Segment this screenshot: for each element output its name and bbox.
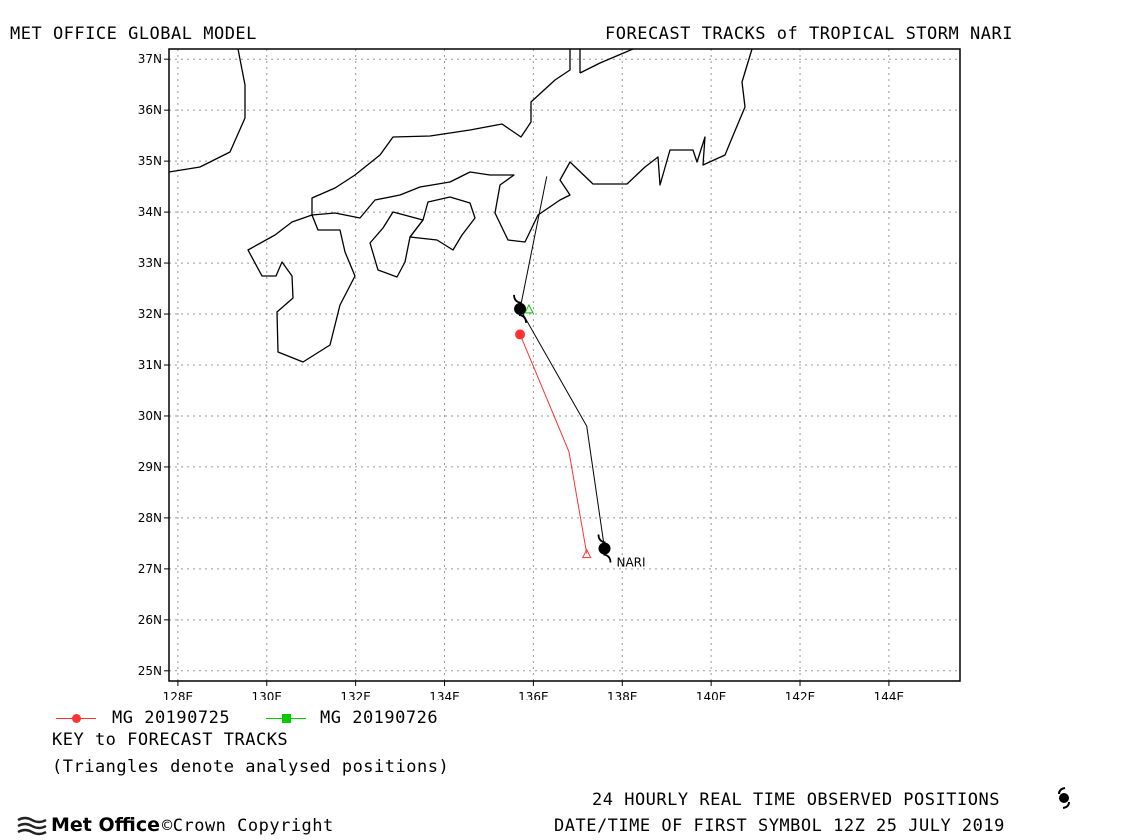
observed-track-line	[519, 176, 605, 549]
forecast-track-map: NARI 128E 130E 132E 134E 136E 138E 140E 142E 144…	[138, 48, 961, 700]
legend-label-mg-20190725: MG 20190725	[112, 708, 231, 728]
coastline-segment	[311, 48, 753, 243]
storm-symbols: NARI	[513, 294, 646, 569]
forecast-track-line	[519, 334, 588, 554]
legend-marker-mg-20190726	[282, 714, 291, 723]
analysed-position-triangle	[581, 548, 592, 559]
crown-copyright: ©Crown Copyright	[162, 816, 334, 836]
tick-label-lat: 31N	[138, 358, 162, 372]
model-title: MET OFFICE GLOBAL MODEL	[10, 24, 257, 44]
tick-label-lat: 30N	[138, 409, 162, 423]
met-office-logo-icon	[17, 816, 47, 836]
tick-label-lat: 27N	[138, 562, 162, 576]
tick-label-lon: 130E	[252, 690, 283, 700]
tick-label-lon: 128E	[163, 690, 194, 700]
axis-ticks: 128E 130E 132E 134E 136E 138E 140E 142E 144E 25N 2…	[138, 52, 904, 700]
tick-label-lon: 144E	[874, 690, 905, 700]
tick-label-lat: 26N	[138, 613, 162, 627]
tick-label-lat: 32N	[138, 307, 162, 321]
storm-symbol-arm	[597, 534, 606, 544]
tick-label-lon: 136E	[518, 690, 549, 700]
storm-symbol	[513, 294, 527, 323]
tick-label-lon: 140E	[696, 690, 727, 700]
tick-label-lat: 29N	[138, 460, 162, 474]
tick-label-lat: 28N	[138, 511, 162, 525]
coastline	[168, 48, 753, 363]
tick-label-lon: 134E	[429, 690, 460, 700]
first-symbol-datetime: DATE/TIME OF FIRST SYMBOL 12Z 25 JULY 20…	[554, 816, 1005, 836]
forecast-position-marker	[515, 329, 526, 340]
storm-symbol-arm	[518, 314, 527, 323]
legend-label-mg-20190726: MG 20190726	[320, 708, 439, 728]
coastline-segment	[409, 196, 476, 251]
storm-symbol-icon	[1058, 787, 1070, 809]
storm-symbol-core	[514, 302, 527, 315]
storm-symbol	[597, 534, 612, 563]
tick-label-lat: 37N	[138, 52, 162, 66]
map-grid	[169, 49, 960, 681]
met-office-brand: Met Office	[51, 814, 160, 836]
coastline-segment	[311, 49, 571, 215]
tick-label-lon: 142E	[785, 690, 816, 700]
storm-name-label: NARI	[616, 555, 645, 569]
coastline-segment	[369, 211, 424, 278]
legend-marker-mg-20190725	[72, 714, 81, 723]
chart-title: FORECAST TRACKS of TROPICAL STORM NARI	[605, 24, 1013, 44]
coastline-segment	[247, 214, 356, 363]
tick-label-lon: 138E	[607, 690, 638, 700]
storm-symbol-arm	[513, 294, 522, 304]
tick-label-lat: 35N	[138, 154, 162, 168]
observed-positions-note: 24 HOURLY REAL TIME OBSERVED POSITIONS	[592, 790, 1000, 810]
tick-label-lat: 33N	[138, 256, 162, 270]
coastline-segment	[168, 48, 246, 173]
tick-label-lat: 25N	[138, 664, 162, 678]
tick-label-lon: 132E	[340, 690, 371, 700]
storm-symbol-arm	[603, 553, 612, 563]
tick-label-lat: 34N	[138, 205, 162, 219]
tracks	[515, 176, 605, 559]
storm-symbol-core	[598, 542, 611, 555]
key-title: KEY to FORECAST TRACKS	[52, 730, 289, 750]
analysed-position-triangle	[524, 303, 534, 314]
tick-label-lat: 36N	[138, 103, 162, 117]
coastline-segment	[579, 48, 634, 74]
key-note: (Triangles denote analysed positions)	[52, 757, 450, 777]
